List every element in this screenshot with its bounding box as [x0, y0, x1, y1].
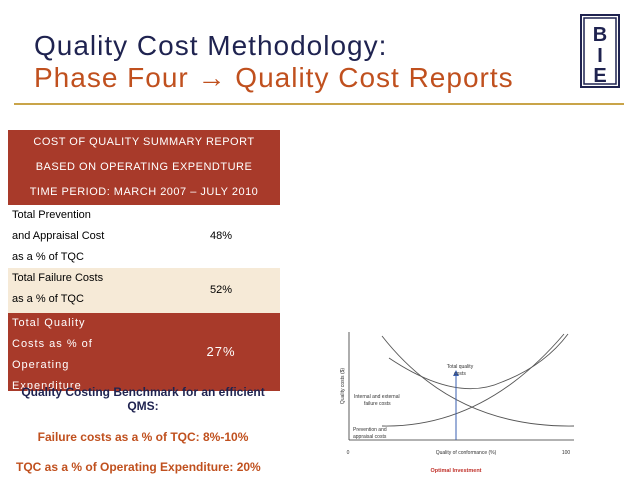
total-quality-label-2: costs [454, 371, 466, 377]
benchmark-title: Quality Costing Benchmark for an efficie… [8, 385, 278, 413]
title-line-2: Phase Four → Quality Cost Reports [34, 62, 514, 93]
row-label: Total Prevention [12, 209, 91, 221]
total-quality-costs-curve [388, 333, 569, 390]
optimal-arrow-head [453, 370, 459, 376]
table-row-failure: Total Failure Costs as a % of TQC 52% [8, 268, 280, 313]
row-label: Operating [12, 359, 70, 371]
failure-costs-curve [381, 335, 575, 427]
benchmark-tqc: TQC as a % of Operating Expenditure: 20% [16, 460, 261, 474]
row-label: as a % of TQC [12, 293, 84, 305]
optimal-investment-label: Optimal Investment [430, 468, 481, 474]
benchmark-title-line-2: QMS: [127, 399, 159, 413]
benchmark-failure: Failure costs as a % of TQC: 8%-10% [37, 430, 249, 444]
row-label: and Appraisal Cost [12, 230, 105, 242]
slide-title: Quality Cost Methodology: Phase Four → Q… [34, 30, 514, 94]
title-line-1: Quality Cost Methodology: [34, 30, 388, 61]
prevention-label-2: appraisal costs [353, 434, 387, 440]
total-quality-label-1: Total quality [447, 364, 474, 370]
summary-report-table: COST OF QUALITY SUMMARY REPORT BASED ON … [8, 130, 280, 392]
row-label: Total Quality [12, 317, 86, 329]
row-value: 52% [209, 284, 233, 296]
row-label: Total Failure Costs [12, 272, 104, 284]
quality-cost-diagram: Quality costs ($) Quality of conformance… [340, 332, 575, 474]
row-label: as a % of TQC [12, 251, 84, 263]
row-value: 48% [209, 230, 233, 242]
table-row-total-quality: Total Quality Costs as % of Operating Ex… [8, 313, 280, 392]
y-axis-label: Quality costs ($) [340, 368, 346, 404]
x-axis-label: Quality of conformance (%) [436, 450, 497, 456]
table-row-prevention: Total Prevention and Appraisal Cost as a… [8, 205, 280, 268]
row-label: Costs as % of [12, 338, 93, 350]
logo-letter-b: B [593, 24, 607, 46]
logo-letter-i: I [597, 45, 603, 67]
prevention-costs-curve [381, 333, 565, 427]
title-divider [14, 103, 624, 105]
x-max-label: 100 [562, 450, 571, 456]
report-header-line-1: COST OF QUALITY SUMMARY REPORT [33, 136, 255, 148]
report-header-line-2: BASED ON OPERATING EXPENDTURE [35, 161, 253, 173]
report-header: COST OF QUALITY SUMMARY REPORT BASED ON … [8, 130, 280, 205]
row-label: Expenditure [12, 380, 82, 392]
row-value: 27% [206, 344, 236, 359]
failure-label-1: Internal and external [354, 394, 400, 400]
prevention-label-1: Prevention and [353, 427, 387, 433]
bie-logo: B I E [580, 14, 620, 88]
report-header-line-3: TIME PERIOD: MARCH 2007 – JULY 2010 [29, 186, 259, 198]
failure-label-2: failure costs [364, 401, 391, 407]
x-min-label: 0 [347, 450, 350, 456]
benchmark-title-line-1: Quality Costing Benchmark for an efficie… [21, 385, 265, 399]
logo-letter-e: E [593, 65, 606, 87]
